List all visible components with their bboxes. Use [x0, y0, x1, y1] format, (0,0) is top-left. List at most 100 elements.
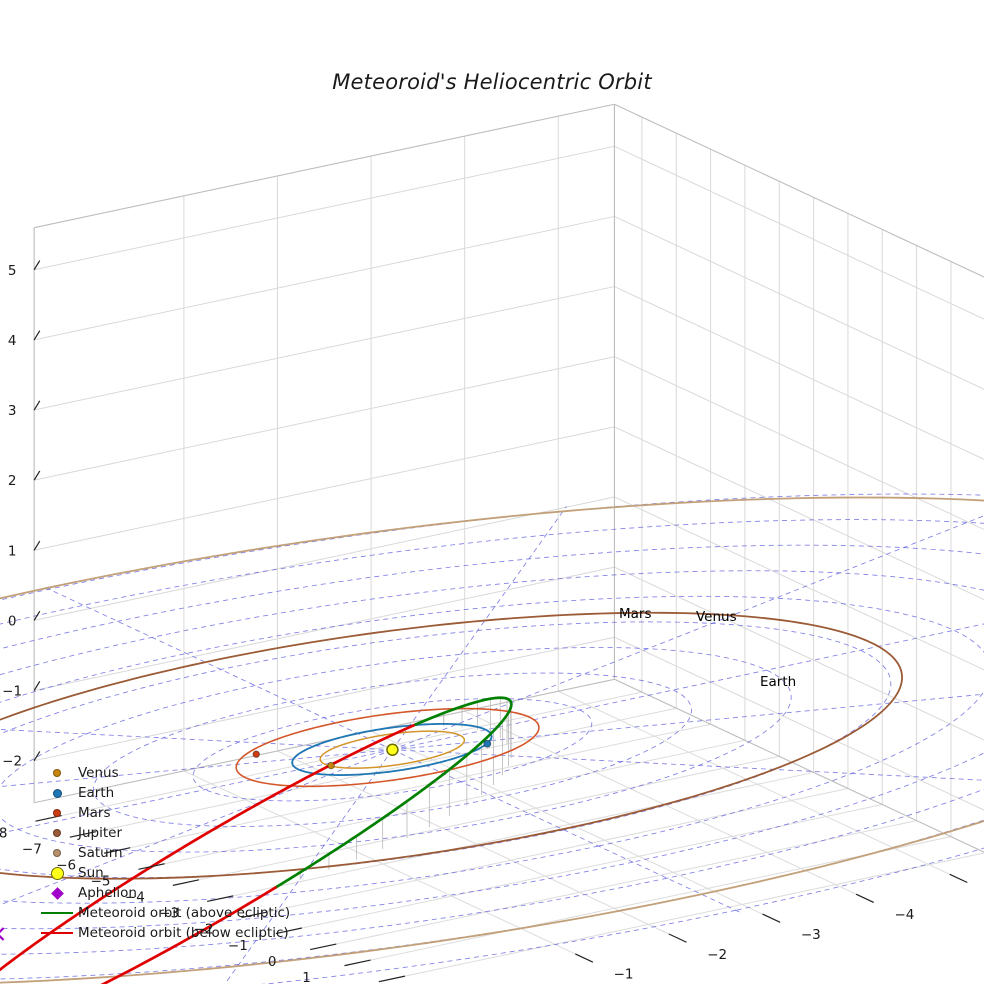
gridline-wall-back: [614, 356, 984, 531]
x-tick-mark: [241, 911, 268, 919]
x-tick-label: −5: [91, 874, 111, 890]
body-marker-sun[interactable]: [386, 743, 399, 756]
body-marker-earth[interactable]: [483, 739, 492, 748]
gridline-wall-left: [34, 286, 615, 411]
gridline-wall-left: [34, 636, 615, 762]
gridline-floor: [464, 710, 857, 895]
y-tick-mark: [949, 873, 968, 884]
legend-marker-circle-icon: [36, 768, 78, 778]
legend-item[interactable]: Earth: [36, 783, 290, 803]
legend-item-label: Sun: [78, 865, 104, 881]
y-tick-label: −4: [894, 907, 914, 923]
legend-item-label: Jupiter: [78, 825, 123, 841]
legend-item[interactable]: Jupiter: [36, 823, 290, 843]
z-tick-mark: [33, 540, 41, 551]
legend-item[interactable]: Meteoroid orbit (above ecliptic): [36, 903, 290, 923]
gridline-wall-back: [614, 496, 984, 671]
planet-label-venus: Venus: [696, 609, 737, 625]
z-tick-label: 1: [8, 543, 17, 559]
body-marker-mars[interactable]: [252, 750, 260, 758]
body-marker-venus[interactable]: [327, 761, 335, 770]
gridline-floor: [558, 690, 950, 875]
meteoroid-orbit-above-ecliptic: [274, 696, 513, 889]
gridline-floor: [233, 771, 814, 897]
legend-item-label: Mars: [78, 805, 111, 821]
legend-item[interactable]: Venus: [36, 763, 290, 783]
polar-grid-circle: [0, 544, 984, 955]
x-tick-label: −7: [22, 841, 42, 857]
legend-marker-circle-icon: [36, 808, 78, 818]
z-tick-label: 4: [8, 333, 17, 349]
z-tick-label: 3: [8, 403, 17, 419]
planet-orbit-path: [291, 722, 493, 776]
legend-marker-circle-icon: [36, 849, 78, 857]
x-tick-label: 0: [268, 954, 277, 970]
x-tick-mark: [310, 943, 337, 951]
z-tick-mark: [33, 751, 41, 761]
y-tick-mark: [855, 893, 874, 903]
polar-grid-circle: [0, 647, 792, 853]
legend-item-label: Meteoroid orbit (above ecliptic): [78, 905, 291, 921]
y-tick-label: −1: [614, 967, 634, 983]
chart-title: Meteoroid's Heliocentric Orbit: [332, 70, 652, 94]
z-tick-mark: [33, 470, 41, 481]
gridline-wall-left: [34, 145, 615, 271]
polar-grid-spoke: [392, 693, 984, 751]
polar-grid-spoke: [224, 749, 393, 984]
legend-item[interactable]: Meteoroid orbit (below ecliptic): [36, 923, 290, 943]
x-tick-label: 1: [302, 970, 311, 984]
axis-spine: [34, 678, 615, 804]
y-tick-mark: [575, 953, 594, 963]
legend-item[interactable]: Mars: [36, 803, 290, 823]
gridline-wall-back: [614, 145, 984, 320]
gridline-floor: [370, 836, 952, 961]
legend-marker-circle-icon: [36, 788, 78, 798]
z-tick-label: −1: [2, 684, 22, 700]
meteoroid-orbit-below-ecliptic: [0, 723, 417, 984]
z-tick-label: −2: [2, 754, 22, 770]
body-markers: Mars Venus Earth: [0, 606, 796, 941]
legend-item[interactable]: Aphelion: [36, 883, 290, 903]
gridline-floor: [336, 820, 917, 945]
x-tick-mark: [138, 863, 165, 870]
polar-grid-spoke: [42, 585, 393, 751]
gridline-wall-left: [34, 356, 615, 481]
planet-orbit-path: [319, 730, 466, 769]
gridline-floor: [164, 739, 746, 865]
meteoroid-orbit: [0, 696, 513, 984]
legend-item-label: Meteoroid orbit (below ecliptic): [78, 925, 289, 941]
gridline-floor: [277, 750, 670, 935]
legend-item[interactable]: Saturn: [36, 843, 290, 863]
axis-spine: [614, 678, 984, 853]
legend-marker-circle-icon: [36, 828, 78, 838]
x-tick-mark: [172, 879, 200, 886]
polar-grid-spoke: [392, 749, 743, 914]
gridline-wall-left: [34, 566, 615, 692]
x-tick-mark: [344, 959, 371, 967]
legend-item[interactable]: Sun: [36, 863, 290, 883]
z-tick-mark: [33, 681, 41, 691]
x-tick-label: −3: [159, 906, 179, 922]
gridline-floor: [130, 723, 711, 849]
z-tick-label: 2: [8, 473, 17, 489]
legend: Venus Earth Mars Jupiter Saturn Sun Aphelion Me…: [36, 763, 290, 943]
gridline-wall-left: [34, 496, 615, 621]
planet-label-mars: Mars: [619, 606, 652, 622]
planet-label-earth: Earth: [760, 674, 796, 690]
x-tick-label: −4: [125, 890, 145, 906]
y-tick-label: −2: [707, 947, 727, 963]
gridline-floor: [301, 804, 883, 929]
x-tick-label: −2: [194, 922, 214, 938]
y-tick-label: −3: [801, 927, 821, 943]
gridline-wall-back: [614, 286, 984, 460]
z-tick-mark: [33, 400, 41, 411]
gridline-floor: [370, 730, 763, 915]
z-tick-mark: [33, 260, 41, 271]
gridline-wall-back: [614, 215, 984, 390]
gridline-wall-back: [614, 426, 984, 601]
y-tick-mark: [668, 933, 687, 943]
polar-grid-spoke: [392, 506, 567, 750]
axis-spine: [34, 103, 615, 229]
polar-grid-spoke: [0, 749, 393, 834]
